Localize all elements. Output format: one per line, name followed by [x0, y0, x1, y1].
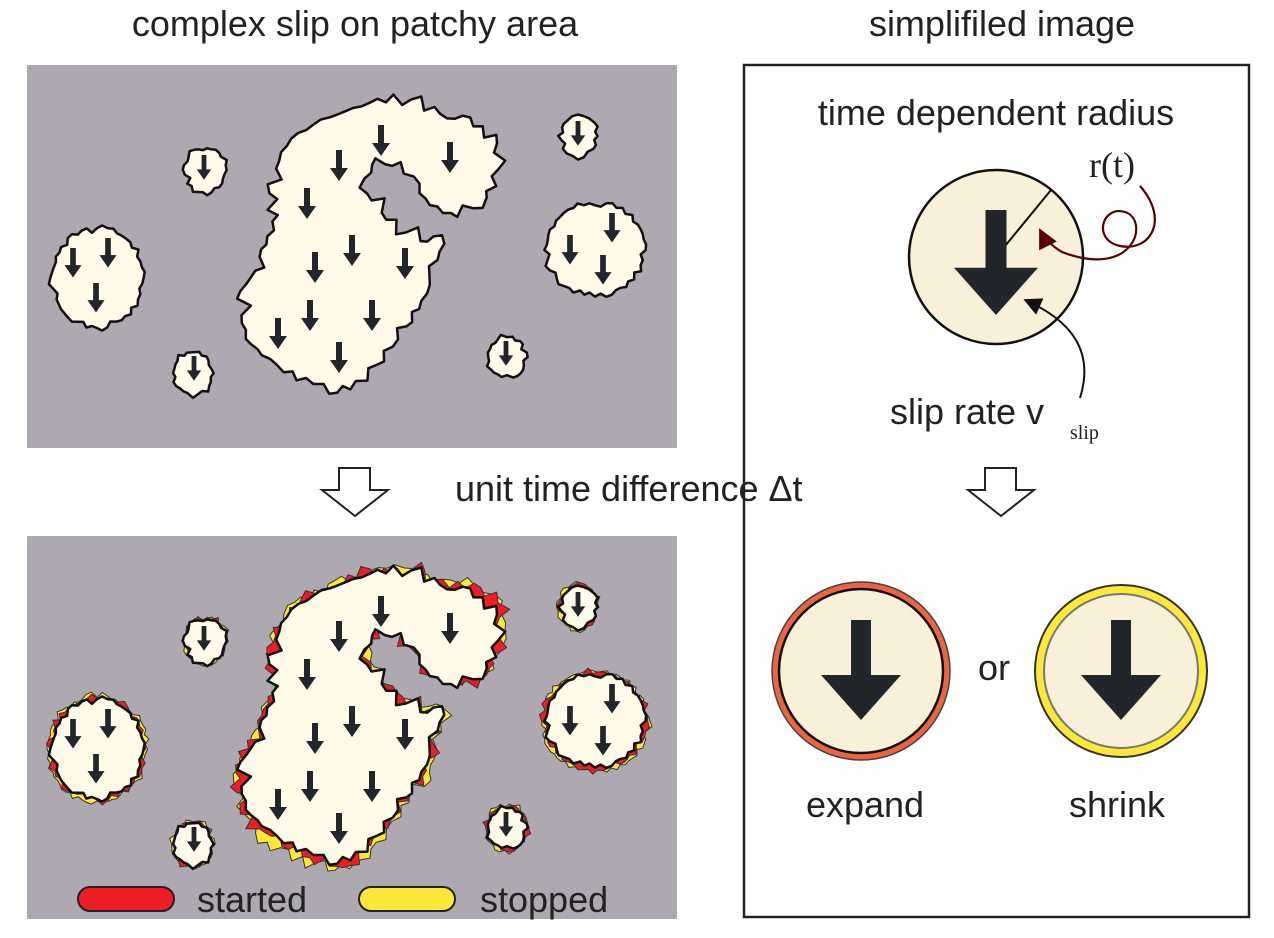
radius-pointer	[1039, 185, 1156, 261]
down-arrow-icon	[269, 318, 287, 349]
down-arrow-icon	[372, 125, 390, 156]
shrink-label: shrink	[1069, 784, 1166, 825]
down-arrow-shape	[821, 620, 901, 720]
down-arrow-icon	[330, 621, 348, 652]
down-arrow-icon	[186, 356, 202, 381]
down-arrow-icon	[196, 626, 212, 651]
slip-rate-text: slip rate v	[890, 391, 1044, 432]
right-panel-title: simplifiled image	[869, 3, 1135, 44]
down-arrow-icon	[594, 255, 612, 285]
slip-rate-subscript: slip	[1070, 422, 1099, 444]
down-arrow-icon	[301, 300, 319, 331]
down-arrow-icon	[1081, 620, 1161, 720]
time-dependent-radius-label: time dependent radius	[818, 92, 1174, 133]
simplified-image-frame	[742, 63, 1251, 919]
down-arrow-icon	[306, 252, 324, 283]
down-arrow-icon	[330, 813, 348, 844]
down-arrow-icon	[561, 235, 579, 265]
or-label: or	[978, 647, 1010, 688]
down-arrow-icon	[498, 341, 514, 366]
down-arrow-icon	[87, 283, 105, 313]
legend-swatch-stopped	[358, 886, 456, 912]
step-label: unit time difference Δt	[455, 468, 803, 509]
down-arrow-icon	[603, 213, 621, 243]
left-panel-title: complex slip on patchy area	[132, 3, 579, 44]
down-arrow-icon	[396, 719, 414, 750]
down-arrow-icon	[498, 812, 514, 837]
down-arrow-icon	[306, 723, 324, 754]
down-arrow-icon	[64, 248, 82, 278]
down-arrow-icon	[594, 726, 612, 756]
down-arrow-icon	[396, 248, 414, 279]
down-arrow-icon	[343, 235, 361, 266]
down-arrow-icon	[196, 155, 212, 180]
down-arrow-icon	[570, 121, 586, 146]
down-arrow-icon	[301, 771, 319, 802]
down-arrow-icon	[343, 706, 361, 737]
slip-patches-before	[47, 93, 648, 400]
expand-label: expand	[806, 784, 924, 825]
legend-label-stopped: stopped	[480, 879, 608, 920]
down-arrow-icon	[561, 706, 579, 736]
down-arrow-shape	[1081, 620, 1161, 720]
hollow-down-arrow-icon	[965, 467, 1037, 518]
down-arrow-icon	[363, 771, 381, 802]
legend-label-started: started	[197, 879, 307, 920]
down-arrow-icon	[330, 150, 348, 181]
down-arrow-icon	[441, 142, 459, 173]
down-arrow-icon	[269, 789, 287, 820]
down-arrow-icon	[603, 684, 621, 714]
legend-swatch-started	[77, 886, 175, 912]
slip-patch	[543, 201, 648, 299]
down-arrow-icon	[570, 592, 586, 617]
down-arrow-icon	[372, 596, 390, 627]
down-arrow-icon	[298, 659, 316, 690]
down-arrow-icon	[87, 754, 105, 784]
down-arrow-icon	[363, 300, 381, 331]
down-arrow-icon	[298, 188, 316, 219]
slip-rate-label: slip rate v	[890, 391, 1044, 432]
down-arrow-icon	[186, 827, 202, 852]
down-arrow-icon	[64, 719, 82, 749]
down-arrow-icon	[330, 342, 348, 373]
down-arrow-icon	[99, 709, 117, 739]
slip-patches-after	[45, 561, 653, 872]
down-arrow-icon	[99, 238, 117, 268]
slip-patch	[543, 672, 648, 770]
down-arrow-shape	[954, 210, 1038, 315]
down-arrow-icon	[441, 613, 459, 644]
slip-rate-pointer	[1023, 298, 1086, 399]
radius-label: r(t)	[1089, 145, 1135, 185]
down-arrow-icon	[954, 210, 1038, 315]
down-arrow-icon	[821, 620, 901, 720]
hollow-down-arrow-icon	[319, 467, 391, 518]
